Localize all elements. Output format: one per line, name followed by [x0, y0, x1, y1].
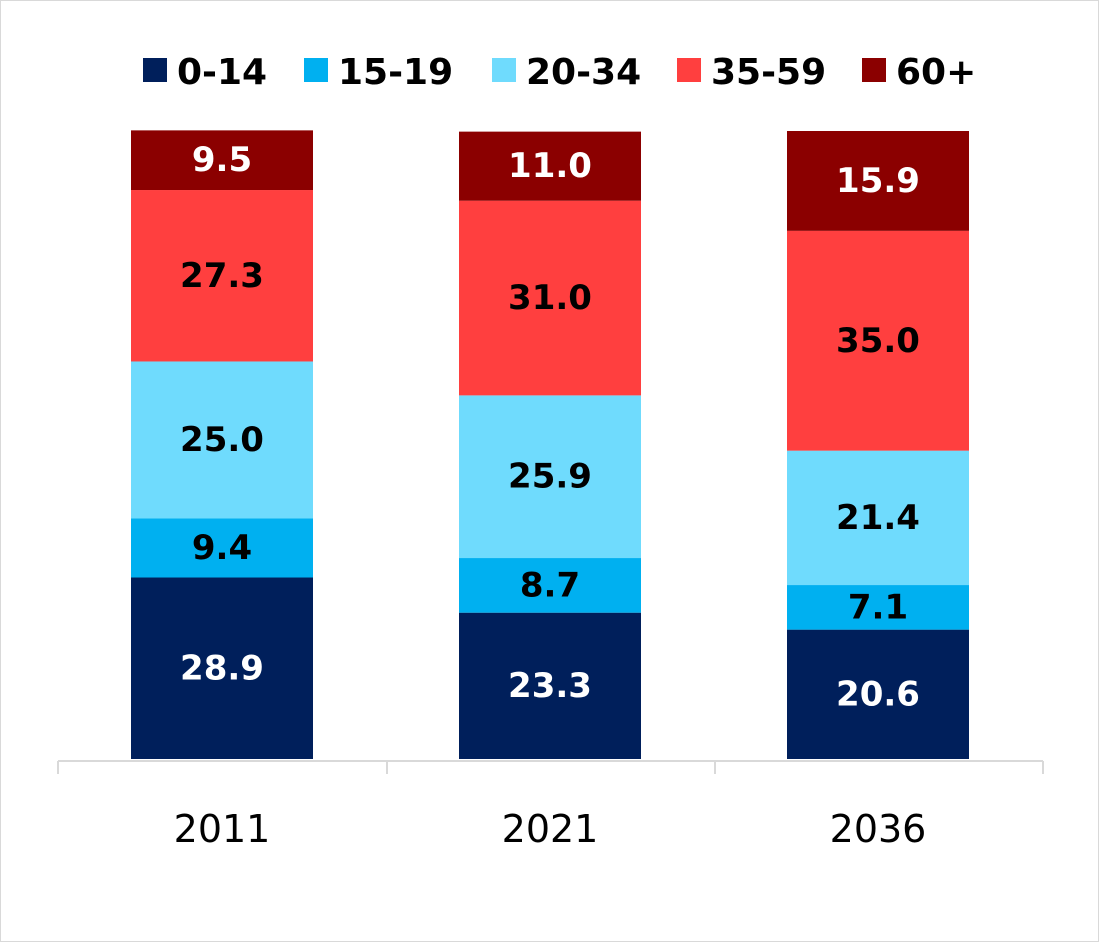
bar-segment-35-59	[459, 200, 641, 396]
data-label: 9.5	[192, 140, 252, 180]
data-label: 20.6	[836, 674, 920, 714]
legend: 0-14 15-19 20-34 35-59 60+	[143, 52, 976, 93]
data-label: 11.0	[508, 146, 592, 186]
data-label: 31.0	[508, 278, 592, 318]
bar-segment-0-14	[131, 577, 313, 759]
bars: 28.9 9.4 25.0 27.3 9.5 23.3 8.7 25.9 31.0 11.0 20.…	[131, 130, 969, 759]
legend-swatch	[677, 58, 701, 82]
x-axis: 2011 2021 2036	[57, 760, 1044, 851]
bar-segment-20-34	[787, 450, 969, 586]
bar-segment-15-19	[131, 518, 313, 578]
legend-label: 20-34	[526, 52, 641, 93]
data-label: 35.0	[836, 321, 920, 361]
legend-item-15-19: 15-19	[304, 52, 453, 93]
data-label: 23.3	[508, 666, 592, 706]
data-label: 7.1	[848, 587, 908, 627]
bar-segment-35-59	[787, 230, 969, 451]
bar-stack-2036: 20.6 7.1 21.4 35.0 15.9	[787, 131, 969, 759]
bar-segment-35-59	[131, 190, 313, 362]
legend-swatch	[862, 58, 886, 82]
data-label: 15.9	[836, 161, 920, 201]
bar-segment-60+	[131, 130, 313, 191]
bar-segment-20-34	[459, 395, 641, 559]
x-tick-label: 2011	[174, 807, 271, 851]
legend-item-35-59: 35-59	[677, 52, 826, 93]
legend-item-20-34: 20-34	[492, 52, 641, 93]
data-label: 25.9	[508, 457, 592, 497]
legend-label: 15-19	[338, 52, 453, 93]
bar-segment-60+	[787, 131, 969, 231]
bar-stack-2021: 23.3 8.7 25.9 31.0 11.0	[459, 131, 641, 759]
legend-label: 60+	[896, 52, 976, 93]
legend-label: 35-59	[711, 52, 826, 93]
data-label: 9.4	[192, 528, 252, 568]
bar-segment-60+	[459, 131, 641, 201]
legend-item-60+: 60+	[862, 52, 976, 93]
legend-label: 0-14	[177, 52, 267, 93]
data-label: 27.3	[180, 256, 264, 296]
x-tick-label: 2021	[502, 807, 599, 851]
data-label: 8.7	[520, 565, 580, 605]
data-label: 25.0	[180, 420, 264, 460]
bar-segment-0-14	[459, 612, 641, 759]
legend-item-0-14: 0-14	[143, 52, 267, 93]
x-tick-label: 2036	[830, 807, 927, 851]
bar-segment-20-34	[131, 361, 313, 519]
legend-swatch	[304, 58, 328, 82]
data-label: 21.4	[836, 498, 920, 538]
legend-swatch	[143, 58, 167, 82]
bar-segment-15-19	[787, 585, 969, 630]
legend-swatch	[492, 58, 516, 82]
bar-stack-2011: 28.9 9.4 25.0 27.3 9.5	[131, 130, 313, 759]
bar-segment-0-14	[787, 629, 969, 759]
data-label: 28.9	[180, 648, 264, 688]
bar-segment-15-19	[459, 558, 641, 613]
